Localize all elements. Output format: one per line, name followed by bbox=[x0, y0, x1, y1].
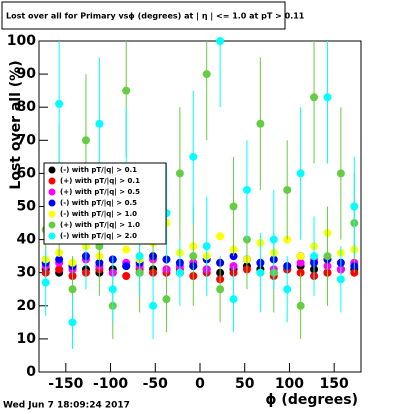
legend-label: (+) with pT/|q| > 0.5 bbox=[60, 188, 140, 197]
data-point bbox=[55, 99, 64, 108]
data-point bbox=[135, 252, 144, 261]
x-axis-label: ϕ (degrees) bbox=[265, 392, 358, 408]
y-tick-label: 40 bbox=[17, 232, 37, 248]
legend-marker bbox=[48, 199, 56, 207]
data-point bbox=[41, 278, 50, 287]
data-point bbox=[310, 93, 319, 102]
data-point bbox=[68, 318, 77, 327]
title-box bbox=[1, 1, 286, 30]
data-point bbox=[229, 202, 238, 211]
x-tick-label: -50 bbox=[143, 376, 169, 392]
data-point bbox=[175, 169, 184, 178]
data-point bbox=[310, 252, 319, 261]
legend-label: (+) with pT/|q| > 1.0 bbox=[60, 221, 140, 230]
data-point bbox=[149, 301, 158, 310]
y-tick-label: 30 bbox=[17, 265, 37, 281]
legend-marker bbox=[48, 188, 56, 196]
data-point bbox=[55, 265, 64, 274]
y-tick-label: 50 bbox=[17, 199, 37, 215]
data-point bbox=[81, 136, 90, 145]
data-point bbox=[256, 119, 265, 128]
y-tick-label: 100 bbox=[7, 33, 36, 49]
data-point bbox=[108, 285, 117, 294]
data-point bbox=[323, 93, 332, 102]
legend-marker bbox=[48, 232, 56, 240]
data-point bbox=[336, 169, 345, 178]
data-point bbox=[175, 268, 184, 277]
legend-label: (-) with pT/|q| > 1.0 bbox=[60, 210, 137, 219]
data-point bbox=[162, 295, 171, 304]
data-point bbox=[122, 86, 131, 95]
data-point bbox=[336, 275, 345, 284]
data-point bbox=[283, 285, 292, 294]
y-tick-label: 60 bbox=[17, 165, 37, 181]
data-point bbox=[202, 70, 211, 79]
y-tick-label: 0 bbox=[26, 364, 36, 380]
legend-marker bbox=[48, 166, 56, 174]
y-tick-label: 90 bbox=[17, 66, 37, 82]
data-point bbox=[296, 258, 305, 267]
data-point bbox=[296, 252, 305, 261]
x-tick-label: 50 bbox=[235, 376, 255, 392]
legend-label: (-) with pT/|q| > 0.1 bbox=[60, 166, 137, 175]
data-point bbox=[216, 285, 225, 294]
legend-marker bbox=[48, 210, 56, 218]
legend-label: (+) with pT/|q| > 0.1 bbox=[60, 177, 140, 186]
data-point bbox=[189, 252, 198, 261]
y-tick-label: 80 bbox=[17, 99, 37, 115]
data-point bbox=[68, 285, 77, 294]
legend-box bbox=[43, 162, 167, 245]
data-point bbox=[122, 245, 131, 254]
y-tick-label: 20 bbox=[17, 298, 37, 314]
data-point bbox=[296, 169, 305, 178]
y-axis-label: Lost over all (%) bbox=[8, 60, 24, 189]
x-tick-label: 150 bbox=[320, 376, 349, 392]
data-point bbox=[55, 255, 64, 264]
data-point bbox=[283, 185, 292, 194]
data-point bbox=[269, 235, 278, 244]
x-tick-label: -150 bbox=[48, 376, 83, 392]
data-point bbox=[323, 252, 332, 261]
data-point bbox=[229, 295, 238, 304]
data-point bbox=[296, 301, 305, 310]
data-point bbox=[95, 119, 104, 128]
data-point bbox=[122, 262, 131, 271]
data-point bbox=[242, 185, 251, 194]
data-point bbox=[256, 268, 265, 277]
chart-title: Lost over all for Primary vsϕ (degrees) … bbox=[6, 12, 305, 21]
timestamp: Wed Jun 7 18:09:24 2017 bbox=[3, 401, 130, 411]
legend-marker bbox=[48, 177, 56, 185]
data-point bbox=[216, 37, 225, 45]
data-point bbox=[189, 152, 198, 161]
x-tick-label: 0 bbox=[195, 376, 205, 392]
data-point bbox=[202, 242, 211, 251]
y-tick-label: 10 bbox=[17, 331, 37, 347]
legend-label: (-) with pT/|q| > 2.0 bbox=[60, 232, 137, 241]
legend-label: (-) with pT/|q| > 0.5 bbox=[60, 199, 137, 208]
data-point bbox=[122, 272, 131, 281]
data-point bbox=[216, 232, 225, 241]
data-point bbox=[350, 202, 359, 211]
x-tick-label: 100 bbox=[275, 376, 304, 392]
x-tick-label: -100 bbox=[93, 376, 128, 392]
legend-marker bbox=[48, 221, 56, 229]
y-tick-label: 70 bbox=[17, 132, 37, 148]
